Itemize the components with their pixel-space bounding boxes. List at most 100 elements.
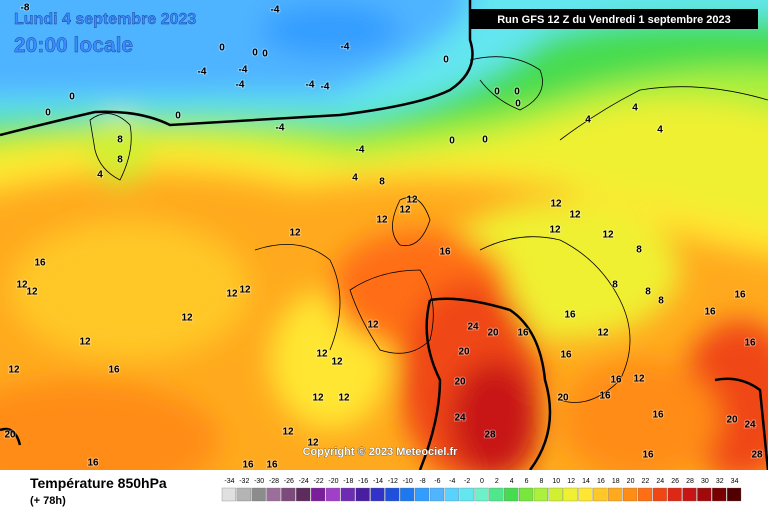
contour-label: 16 xyxy=(560,350,572,361)
scale-label: 14 xyxy=(582,478,590,485)
contour-label: 0 xyxy=(494,87,500,98)
scale-swatch xyxy=(518,487,534,502)
contour-label: 20 xyxy=(458,347,470,358)
contour-label: 0 xyxy=(219,43,225,54)
scale-label: 6 xyxy=(525,478,529,485)
scale-label: 28 xyxy=(686,478,694,485)
contour-label: 28 xyxy=(751,450,763,461)
contour-label: 12 xyxy=(367,320,379,331)
time-label: 20:00 locale xyxy=(14,34,133,57)
contour-label: 16 xyxy=(652,410,664,421)
scale-label: 26 xyxy=(671,478,679,485)
scale-swatch xyxy=(221,487,237,502)
copyright: Copyright © 2023 Meteociel.fr xyxy=(303,446,459,458)
contour-label: 12 xyxy=(406,195,418,206)
scale-label: 2 xyxy=(495,478,499,485)
contour-label: 12 xyxy=(181,313,193,324)
contour-label: 12 xyxy=(282,427,294,438)
scale-label: 34 xyxy=(731,478,739,485)
scale-label: -6 xyxy=(434,478,440,485)
scale-label: 22 xyxy=(642,478,650,485)
scale-label: -24 xyxy=(299,478,309,485)
contour-label: -4 xyxy=(271,5,280,16)
contour-label: 12 xyxy=(331,357,343,368)
scale-label: -26 xyxy=(284,478,294,485)
scale-label: 30 xyxy=(701,478,709,485)
contour-label: 12 xyxy=(312,393,324,404)
contour-label: 0 xyxy=(514,87,520,98)
contour-label: 4 xyxy=(352,173,358,184)
contour-label: -4 xyxy=(236,80,245,91)
contour-label: -4 xyxy=(321,82,330,93)
contour-label: 8 xyxy=(117,135,123,146)
contour-label: 12 xyxy=(8,365,20,376)
scale-swatch xyxy=(697,487,712,502)
scale-swatch xyxy=(712,487,727,502)
contour-label: 28 xyxy=(484,430,496,441)
scale-swatch xyxy=(667,487,682,502)
contour-label: 12 xyxy=(376,215,388,226)
contour-label: 12 xyxy=(399,205,411,216)
scale-swatch xyxy=(296,487,311,502)
scale-label: 16 xyxy=(597,478,605,485)
contour-label: 0 xyxy=(175,111,181,122)
scale-swatch xyxy=(459,487,474,502)
scale-swatch xyxy=(563,487,578,502)
bold-isolines xyxy=(0,0,768,470)
scale-label: -10 xyxy=(403,478,413,485)
contour-label: 12 xyxy=(26,287,38,298)
scale-label: 18 xyxy=(612,478,620,485)
contour-label: 12 xyxy=(289,228,301,239)
scale-swatch xyxy=(340,487,355,502)
contour-label: 20 xyxy=(726,415,738,426)
scale-swatch xyxy=(444,487,459,502)
run-box xyxy=(470,9,758,29)
scale-swatch xyxy=(682,487,697,502)
contour-label: 12 xyxy=(602,230,614,241)
contour-label: 8 xyxy=(612,280,618,291)
scale-label: -30 xyxy=(254,478,264,485)
scale-label: -20 xyxy=(328,478,338,485)
contour-label: -8 xyxy=(21,3,30,14)
scale-swatch xyxy=(400,487,415,502)
contour-label: 12 xyxy=(239,285,251,296)
contour-label: 4 xyxy=(97,170,103,181)
scale-swatch xyxy=(489,487,504,502)
contour-label: 16 xyxy=(242,460,254,471)
contour-label: 12 xyxy=(549,225,561,236)
contour-label: 20 xyxy=(454,377,466,388)
contour-label: 12 xyxy=(79,337,91,348)
contour-label: 16 xyxy=(87,458,99,469)
contour-label: 12 xyxy=(316,349,328,360)
contour-label: 12 xyxy=(307,438,319,449)
contour-label: 8 xyxy=(658,296,664,307)
contour-label: 8 xyxy=(117,155,123,166)
scale-swatch xyxy=(474,487,489,502)
contour-label: 12 xyxy=(16,280,28,291)
contour-label: 8 xyxy=(636,245,642,256)
scale-label: 10 xyxy=(552,478,560,485)
contour-label: 4 xyxy=(632,103,638,114)
scale-label: -14 xyxy=(373,478,383,485)
scale-label: -18 xyxy=(343,478,353,485)
contour-label: 16 xyxy=(564,310,576,321)
contour-label: 16 xyxy=(734,290,746,301)
scale-swatch xyxy=(504,487,519,502)
scale-swatch xyxy=(652,487,667,502)
contour-label: 20 xyxy=(487,328,499,339)
contour-label: -4 xyxy=(306,80,315,91)
scale-swatch xyxy=(370,487,385,502)
contour-label: -4 xyxy=(276,123,285,134)
contour-label: 24 xyxy=(744,420,756,431)
contour-label: 16 xyxy=(439,247,451,258)
contour-label: 16 xyxy=(517,328,529,339)
scale-swatch xyxy=(355,487,370,502)
scale-swatch xyxy=(608,487,623,502)
contour-label: 0 xyxy=(45,108,51,119)
contour-label: 4 xyxy=(657,125,663,136)
scale-label: 8 xyxy=(539,478,543,485)
contour-label: 16 xyxy=(34,258,46,269)
